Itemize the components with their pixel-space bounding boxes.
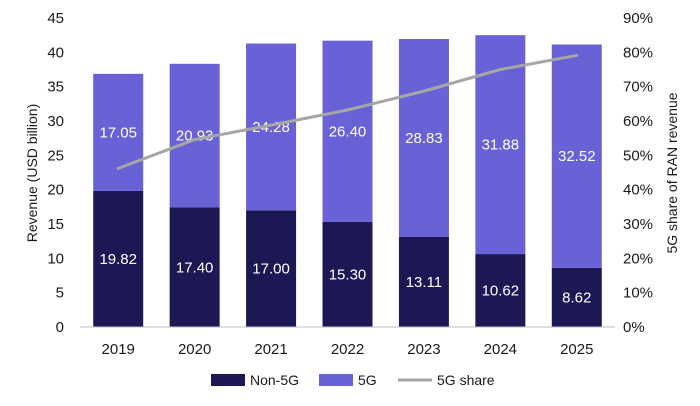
data-label-non-5g-2023: 13.11 [406, 274, 442, 291]
data-label-non-5g-2019: 19.82 [99, 251, 137, 268]
x-tick-label-2025: 2025 [560, 341, 593, 358]
legend: Non-5G 5G 5G share [211, 372, 495, 388]
y-tick-label-right-40pct: 40% [623, 182, 653, 199]
bar-non-5g-2025 [551, 267, 602, 327]
y-tick-label-left-10: 10 [47, 250, 64, 267]
x-tick-label-2020: 2020 [178, 341, 211, 358]
y-tick-label-left-0: 0 [56, 319, 64, 336]
y-tick-label-left-40: 40 [47, 44, 64, 61]
bar-5g-2025 [551, 44, 602, 268]
y-tick-label-right-10pct: 10% [623, 285, 653, 302]
y-tick-label-right-60pct: 60% [623, 113, 653, 130]
y-tick-label-left-45: 45 [47, 10, 64, 27]
point-5g-share-2024 [498, 68, 502, 71]
data-label-5g-2019: 17.05 [99, 124, 137, 141]
bar-5g-2019 [93, 73, 144, 191]
y-axis-title-left: Revenue (USD billion) [24, 104, 40, 243]
x-tick-label-2021: 2021 [254, 341, 287, 358]
bar-5g-2022 [322, 40, 373, 222]
y-tick-label-right-0pct: 0% [623, 319, 645, 336]
x-tick-label-2022: 2022 [331, 341, 364, 358]
y-tick-label-right-70pct: 70% [623, 79, 653, 96]
bar-5g-2023 [398, 39, 449, 237]
y-tick-label-right-50pct: 50% [623, 147, 653, 164]
point-5g-share-2019 [116, 166, 120, 170]
data-label-5g-2020: 20.93 [176, 128, 214, 145]
y-tick-label-right-30pct: 30% [623, 216, 653, 233]
y-tick-label-right-90pct: 90% [623, 10, 653, 27]
point-5g-share-2022 [346, 108, 349, 112]
data-label-non-5g-2025: 8.62 [562, 289, 591, 306]
x-tick-label-2024: 2024 [484, 341, 517, 358]
y-tick-label-right-20pct: 20% [623, 250, 653, 267]
y-tick-label-left-30: 30 [47, 113, 64, 130]
bar-non-5g-2019 [93, 190, 144, 327]
x-tick-label-2023: 2023 [407, 341, 440, 358]
data-label-5g-2022: 26.40 [329, 123, 367, 140]
y-tick-label-right-80pct: 80% [623, 44, 653, 61]
data-label-5g-2023: 28.83 [405, 130, 443, 147]
point-5g-share-2020 [193, 138, 197, 142]
bar-non-5g-2020 [169, 207, 220, 327]
legend-label-non-5g: Non-5G [250, 372, 299, 388]
data-label-5g-2024: 31.88 [482, 137, 520, 154]
bars-layer [93, 35, 602, 327]
legend-swatch-non-5g [211, 374, 245, 386]
legend-swatch-5g [319, 374, 353, 386]
share-line-layer [116, 53, 579, 170]
y-axis-title-right: 5G share of RAN revenue [664, 92, 680, 253]
point-5g-share-2025 [575, 53, 579, 57]
point-5g-share-2021 [269, 123, 273, 127]
y-tick-label-left-15: 15 [47, 216, 64, 233]
bar-labels-layer: 19.8217.0517.4020.9317.0024.2815.3026.40… [99, 119, 595, 306]
bar-non-5g-2021 [246, 210, 297, 327]
data-label-non-5g-2022: 15.30 [329, 266, 367, 283]
bar-non-5g-2022 [322, 221, 373, 327]
y-tick-label-left-35: 35 [47, 79, 64, 96]
bar-non-5g-2023 [398, 236, 449, 327]
y-tick-label-left-25: 25 [47, 147, 64, 164]
point-5g-share-2023 [422, 89, 426, 93]
data-label-non-5g-2020: 17.40 [176, 259, 214, 276]
data-label-5g-2025: 32.52 [558, 148, 596, 165]
data-label-non-5g-2021: 17.00 [252, 261, 290, 278]
axes-layer: 2019 2020 2021 2022 2023 2024 2025051015202530… [47, 10, 653, 358]
legend-label-5g-share: 5G share [437, 372, 495, 388]
y-tick-label-left-5: 5 [56, 285, 64, 302]
y-tick-label-left-20: 20 [47, 182, 64, 199]
data-label-non-5g-2024: 10.62 [482, 283, 520, 300]
legend-label-5g: 5G [358, 372, 377, 388]
x-tick-label-2019: 2019 [102, 341, 135, 358]
bar-5g-2024 [475, 35, 526, 255]
bar-non-5g-2024 [475, 254, 526, 327]
